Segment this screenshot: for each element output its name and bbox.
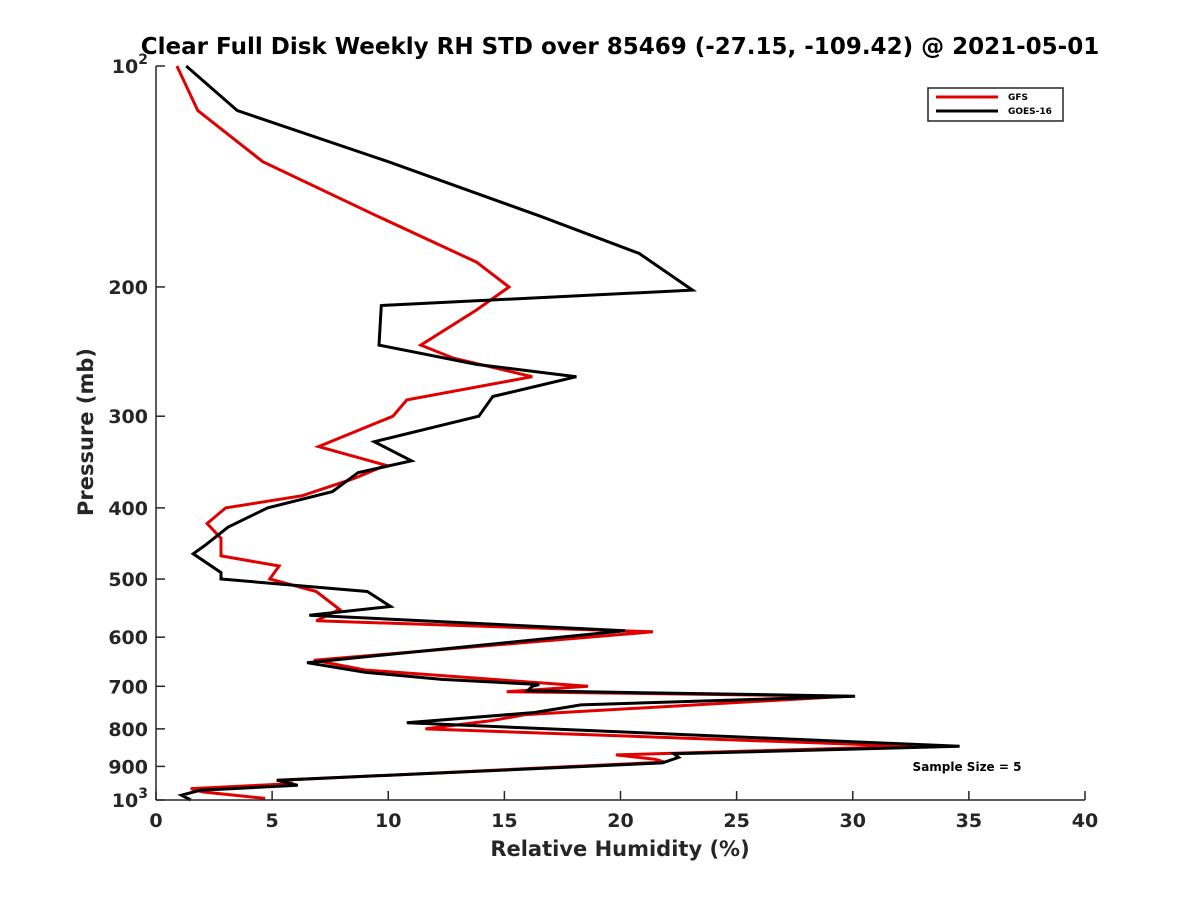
legend-label: GOES-16: [1008, 107, 1052, 117]
y-tick-label: 600: [108, 627, 148, 649]
chart-title: Clear Full Disk Weekly RH STD over 85469…: [141, 34, 1099, 60]
x-tick-label: 30: [840, 810, 866, 832]
sample-size-annotation: Sample Size = 5: [913, 760, 1022, 774]
x-tick-label: 20: [607, 810, 633, 832]
y-tick-label: 500: [108, 569, 148, 591]
x-axis-label: Relative Humidity (%): [490, 837, 749, 861]
series-line-0: [175, 65, 914, 800]
y-tick-label: 800: [108, 719, 148, 741]
x-tick-label: 15: [491, 810, 517, 832]
legend-box: [927, 87, 1064, 122]
y-axis-label: Pressure (mb): [74, 348, 98, 516]
x-ticks: 0 5 10 15 20 25 30 35 40: [149, 791, 1098, 832]
plot-area: [156, 66, 1085, 800]
x-tick-label: 35: [956, 810, 982, 832]
x-tick-label: 10: [375, 810, 401, 832]
legend: GFS GOES-16: [927, 87, 1064, 122]
y-tick-label: 700: [108, 676, 148, 698]
x-tick-label: 0: [149, 810, 162, 832]
y-ticks: 102 200 300 400 500 600 700 800 900 103: [108, 52, 165, 812]
y-tick-label: 200: [108, 277, 148, 299]
y-tick-label: 102: [112, 52, 148, 78]
y-tick-label: 103: [112, 786, 148, 812]
series-line-1: [177, 64, 960, 802]
x-tick-label: 40: [1072, 810, 1098, 832]
y-tick-label: 300: [108, 406, 148, 428]
y-tick-label: 900: [108, 756, 148, 778]
legend-label: GFS: [1008, 93, 1028, 103]
y-tick-label: 400: [108, 498, 148, 520]
x-tick-label: 5: [266, 810, 279, 832]
x-tick-label: 25: [723, 810, 749, 832]
series-lines: [175, 64, 960, 802]
